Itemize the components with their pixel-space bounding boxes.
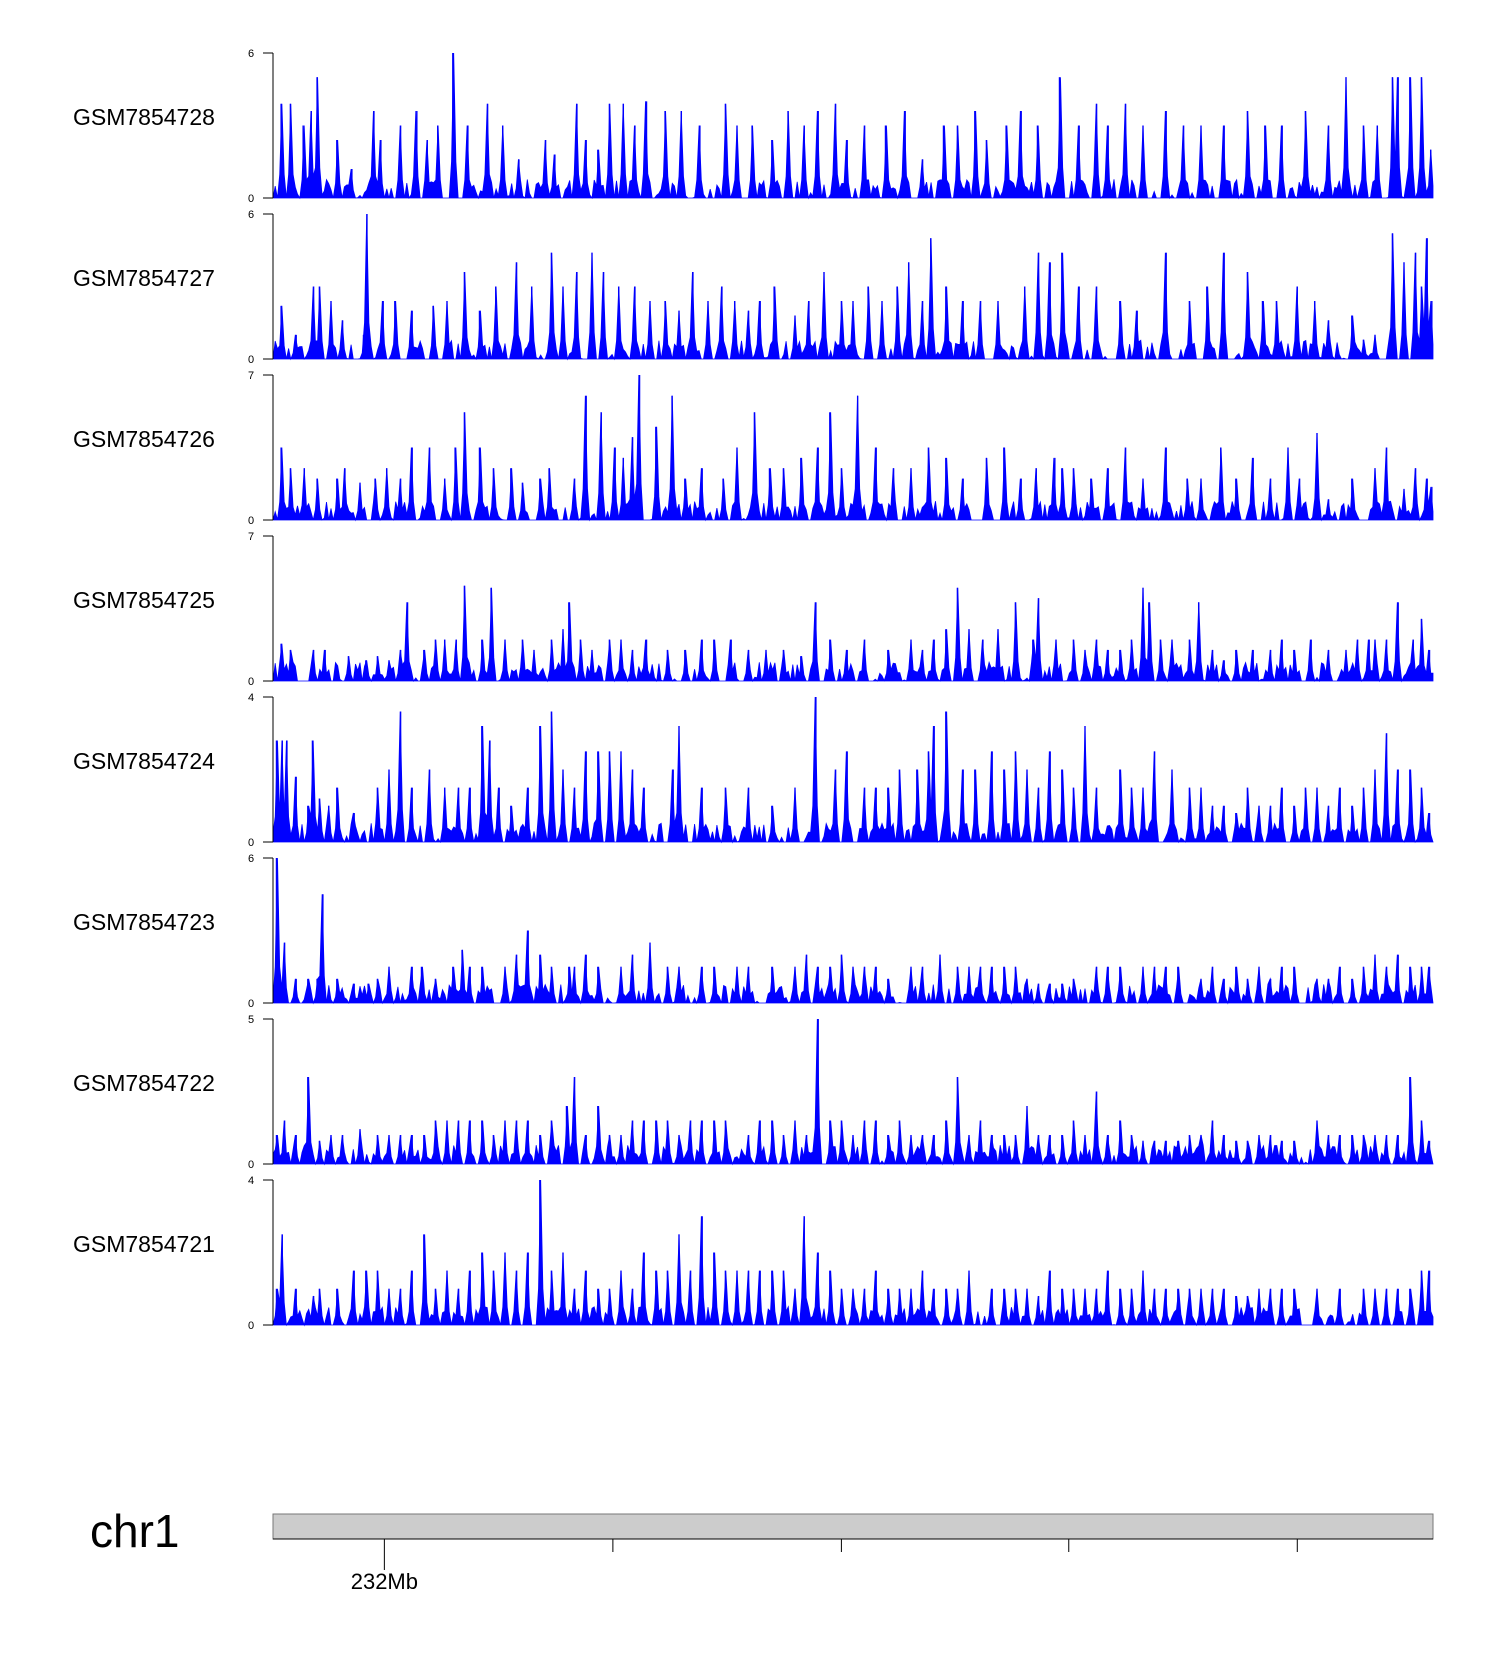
y-tick-label-min: 0 <box>248 193 254 205</box>
y-tick-label-max: 7 <box>248 370 254 382</box>
y-tick-label-max: 7 <box>248 531 254 543</box>
track-label-GSM7854728: GSM7854728 <box>73 104 215 130</box>
y-tick-label-min: 0 <box>248 515 254 527</box>
chromosome-label: chr1 <box>90 1505 179 1557</box>
y-tick-label-max: 5 <box>248 1014 254 1026</box>
track-label-GSM7854724: GSM7854724 <box>73 748 215 774</box>
coverage-area-GSM7854726 <box>272 374 1434 522</box>
track-label-GSM7854725: GSM7854725 <box>73 587 215 613</box>
genome-axis-tick-label: 232Mb <box>351 1569 418 1594</box>
y-tick-label-max: 4 <box>248 1175 254 1187</box>
track-label-GSM7854721: GSM7854721 <box>73 1231 215 1257</box>
y-tick-label-min: 0 <box>248 676 254 688</box>
track-label-GSM7854727: GSM7854727 <box>73 265 215 291</box>
y-tick-label-max: 6 <box>248 48 254 60</box>
y-tick-label-min: 0 <box>248 1320 254 1332</box>
chromosome-ideogram <box>272 1513 1434 1540</box>
coverage-area-GSM7854728 <box>272 52 1434 200</box>
y-tick-label-max: 6 <box>248 853 254 865</box>
y-tick-label-max: 6 <box>248 209 254 221</box>
track-label-GSM7854722: GSM7854722 <box>73 1070 215 1096</box>
coverage-area-GSM7854725 <box>272 585 1434 683</box>
y-tick-label-min: 0 <box>248 998 254 1010</box>
track-label-GSM7854726: GSM7854726 <box>73 426 215 452</box>
y-tick-label-min: 0 <box>248 837 254 849</box>
y-tick-label-min: 0 <box>248 1159 254 1171</box>
y-tick-label-max: 4 <box>248 692 254 704</box>
track-label-GSM7854723: GSM7854723 <box>73 909 215 935</box>
y-tick-label-min: 0 <box>248 354 254 366</box>
